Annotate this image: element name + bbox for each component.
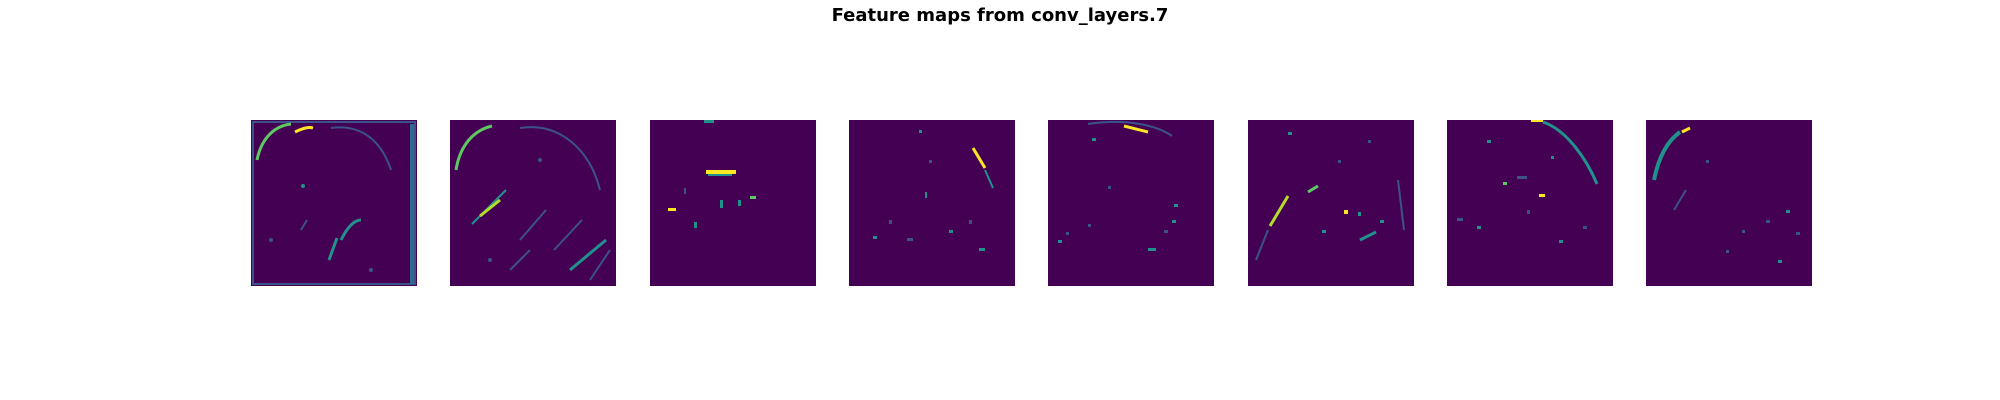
feature-map-3 [650, 120, 816, 286]
feature-map-5 [1048, 120, 1214, 286]
feature-map-8 [1646, 120, 1812, 286]
feature-map-1 [251, 120, 417, 286]
feature-map-4 [849, 120, 1015, 286]
figure-title: Feature maps from conv_layers.7 [831, 5, 1169, 26]
feature-map-2 [450, 120, 616, 286]
feature-map-7 [1447, 120, 1613, 286]
feature-map-6 [1248, 120, 1414, 286]
